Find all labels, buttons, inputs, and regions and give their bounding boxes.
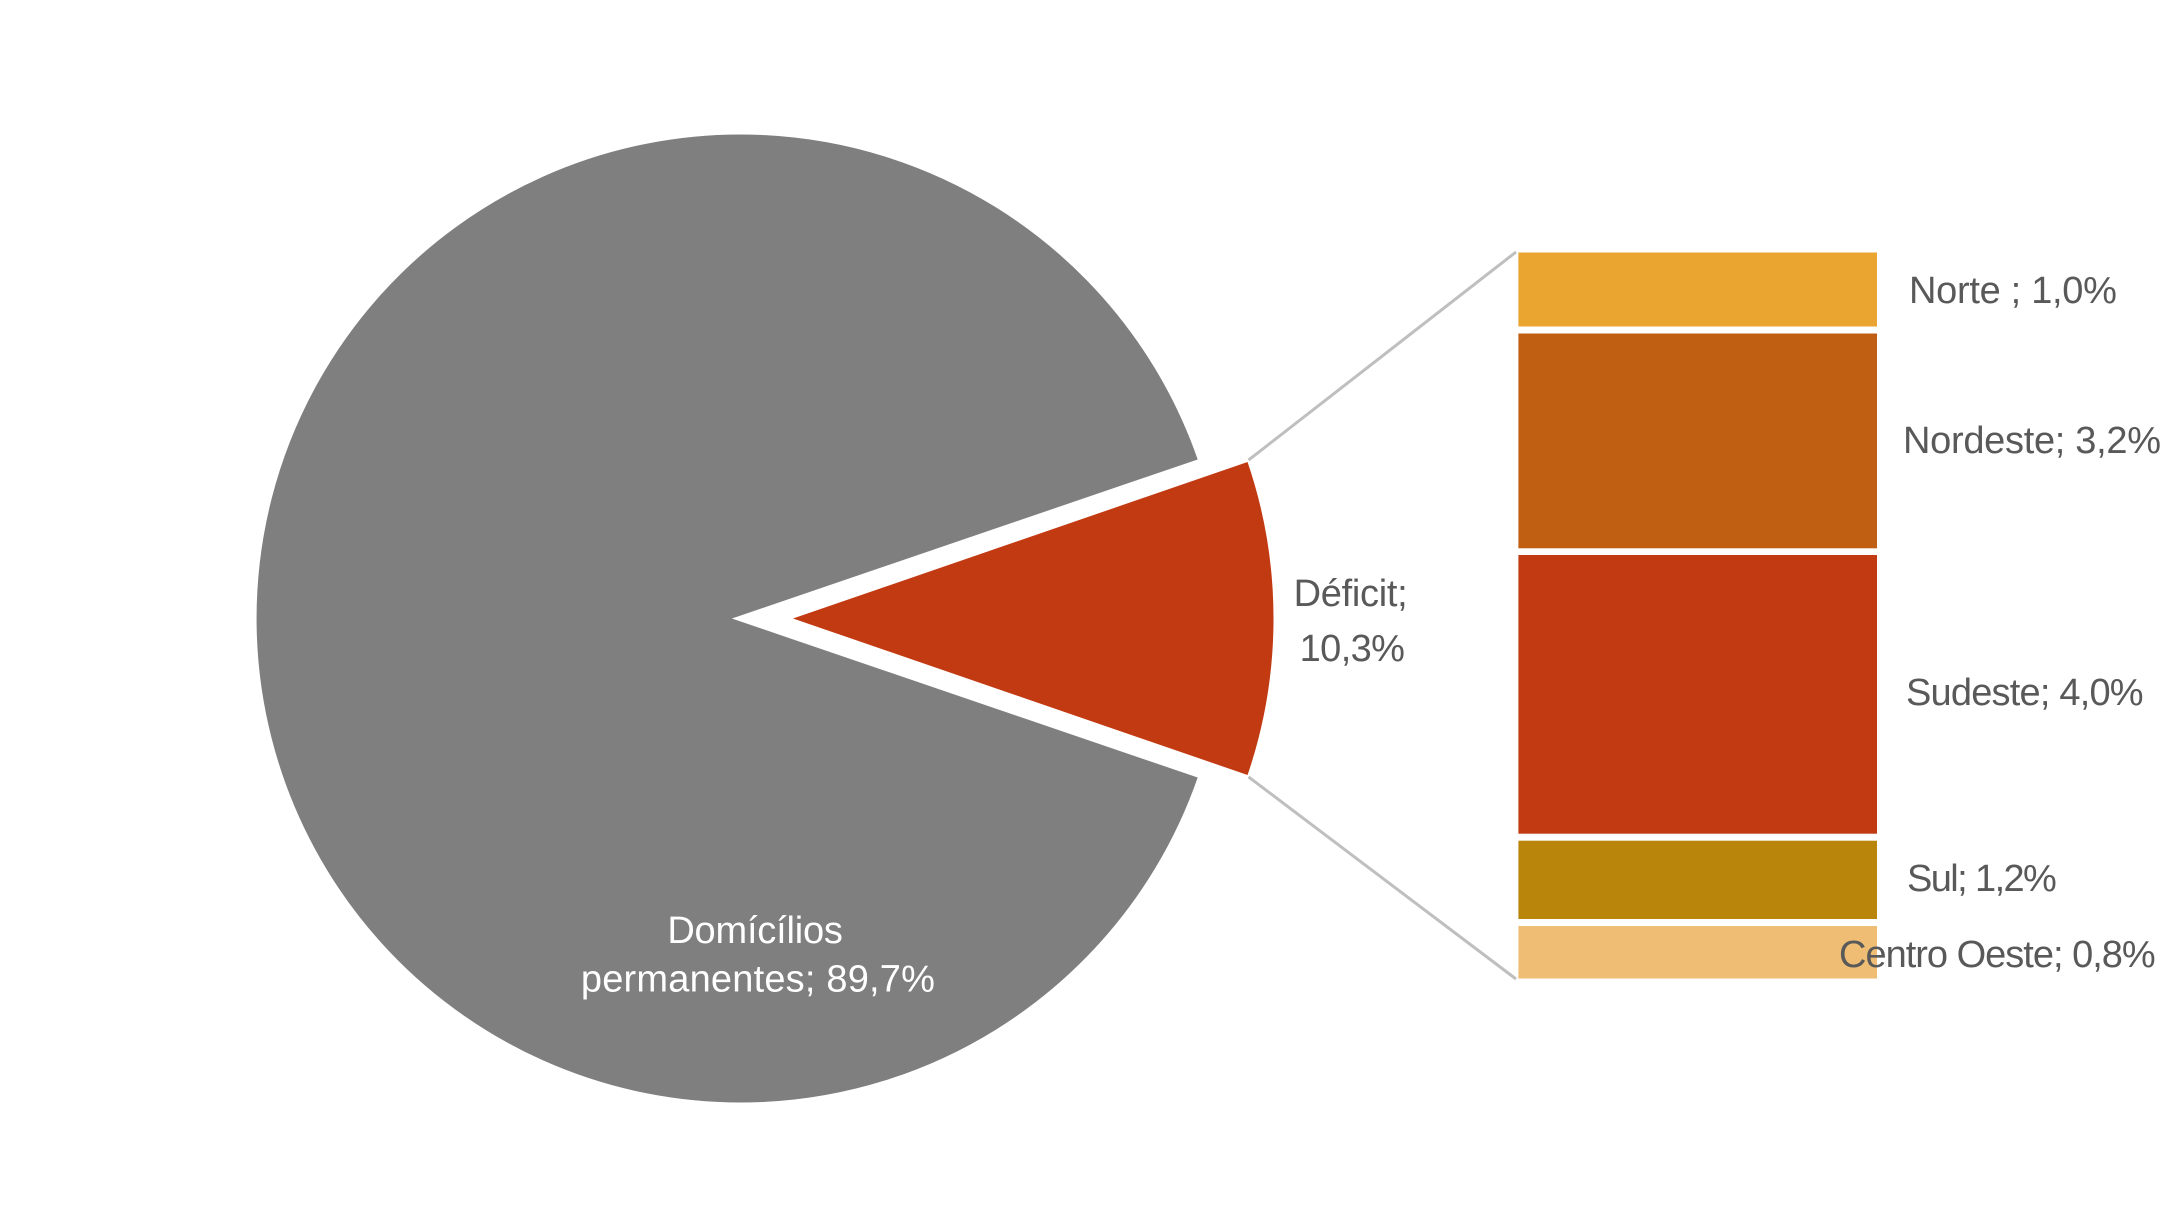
svg-text:Sudeste; 4,0%: Sudeste; 4,0%	[1906, 672, 2143, 714]
svg-text:permanentes; 89,7%: permanentes; 89,7%	[581, 959, 935, 1001]
svg-text:Déficit;: Déficit;	[1294, 573, 1408, 615]
svg-text:Centro Oeste; 0,8%: Centro Oeste; 0,8%	[1839, 934, 2155, 976]
svg-text:10,3%: 10,3%	[1300, 628, 1405, 670]
svg-text:Nordeste; 3,2%: Nordeste; 3,2%	[1903, 420, 2161, 462]
svg-text:Domícílios: Domícílios	[667, 910, 842, 952]
svg-text:Sul; 1,2%: Sul; 1,2%	[1907, 858, 2056, 900]
svg-text:Norte ; 1,0%: Norte ; 1,0%	[1909, 270, 2117, 312]
